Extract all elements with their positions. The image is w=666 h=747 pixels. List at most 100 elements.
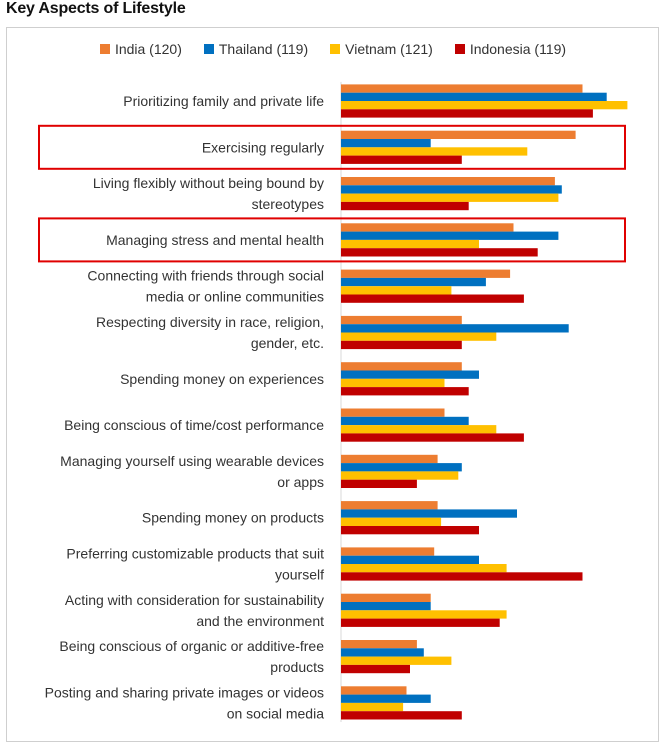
bar-vietnam-4 xyxy=(341,286,452,295)
category-label-line: stereotypes xyxy=(252,196,324,212)
bar-indonesia-13 xyxy=(341,711,462,720)
bar-vietnam-5 xyxy=(341,332,497,341)
legend-item-indonesia: Indonesia (119) xyxy=(454,41,567,57)
bar-thailand-10 xyxy=(341,555,479,564)
category-label-line: Spending money on experiences xyxy=(120,371,324,387)
category-label-line: Acting with consideration for sustainabi… xyxy=(65,592,324,608)
bar-vietnam-3 xyxy=(341,239,479,249)
legend-swatch-india xyxy=(99,44,110,54)
category-label-line: gender, etc. xyxy=(251,335,324,351)
bar-india-13 xyxy=(341,686,407,695)
bar-indonesia-10 xyxy=(341,572,583,581)
bar-thailand-5 xyxy=(341,324,569,333)
category-label-2: Living flexibly without being bound by st… xyxy=(93,175,324,212)
chart-frame xyxy=(6,27,659,742)
bar-india-10 xyxy=(341,547,435,556)
category-label-1: Exercising regularly xyxy=(202,139,324,155)
bar-india-7 xyxy=(341,408,445,417)
bar-india-0 xyxy=(341,84,583,93)
category-label-line: products xyxy=(270,659,324,675)
category-label-line: Being conscious of organic or additive-f… xyxy=(59,638,324,654)
bar-thailand-7 xyxy=(341,416,469,426)
category-label-12: Being conscious of organic or additive-f… xyxy=(59,638,324,675)
category-label-line: Being conscious of time/cost performance xyxy=(64,417,324,433)
bar-thailand-2 xyxy=(341,185,562,194)
bar-vietnam-0 xyxy=(341,101,628,110)
category-label-line: and the environment xyxy=(196,613,324,629)
bar-india-2 xyxy=(341,177,555,186)
legend-item-vietnam: Vietnam (121) xyxy=(330,41,433,57)
bar-indonesia-11 xyxy=(341,618,500,627)
bar-vietnam-13 xyxy=(341,702,404,712)
category-label-13: Posting and sharing private images or vi… xyxy=(45,684,325,721)
category-label-line: Living flexibly without being bound by xyxy=(93,175,324,191)
category-label-line: media or online communities xyxy=(146,289,324,305)
bar-thailand-13 xyxy=(341,694,431,703)
bar-india-5 xyxy=(341,315,462,325)
bar-india-8 xyxy=(341,454,438,464)
bar-india-1 xyxy=(341,130,576,139)
bar-indonesia-5 xyxy=(341,340,462,350)
category-label-line: Managing stress and mental health xyxy=(106,232,324,248)
category-label-11: Acting with consideration for sustainabi… xyxy=(65,592,324,629)
bar-india-9 xyxy=(341,501,438,510)
legend-label-india: India (120) xyxy=(114,41,182,57)
category-label-line: Prioritizing family and private life xyxy=(123,93,324,109)
legend-label-vietnam: Vietnam (121) xyxy=(345,41,433,57)
bar-indonesia-4 xyxy=(341,294,524,303)
bar-thailand-9 xyxy=(341,509,517,518)
bar-indonesia-6 xyxy=(341,387,469,396)
category-label-4: Connecting with friends through social me… xyxy=(87,268,324,305)
legend-label-indonesia: Indonesia (119) xyxy=(469,41,567,57)
legend-label-thailand: Thailand (119) xyxy=(218,41,309,57)
bar-vietnam-1 xyxy=(341,147,528,156)
category-label-line: on social media xyxy=(227,705,324,721)
category-label-7: Being conscious of time/cost performance xyxy=(64,417,324,433)
bar-indonesia-8 xyxy=(341,479,417,488)
bar-vietnam-11 xyxy=(341,610,507,619)
bar-indonesia-2 xyxy=(341,201,469,211)
highlight-box-3 xyxy=(38,217,626,263)
category-label-line: Preferring customizable products that su… xyxy=(66,546,324,562)
category-label-10: Preferring customizable products that su… xyxy=(66,546,324,583)
bar-india-11 xyxy=(341,593,431,602)
category-label-line: Posting and sharing private images or vi… xyxy=(45,684,324,700)
bar-vietnam-9 xyxy=(341,517,442,526)
category-label-line: Spending money on products xyxy=(142,510,324,526)
category-label-3: Managing stress and mental health xyxy=(106,232,324,248)
legend-swatch-indonesia xyxy=(454,44,465,54)
bar-india-4 xyxy=(341,269,511,278)
category-label-line: Connecting with friends through social xyxy=(87,268,324,284)
bar-thailand-11 xyxy=(341,602,431,611)
bar-india-12 xyxy=(341,640,417,649)
bar-thailand-12 xyxy=(341,648,424,657)
bar-indonesia-7 xyxy=(341,433,524,442)
bar-vietnam-2 xyxy=(341,193,559,202)
category-label-0: Prioritizing family and private life xyxy=(123,93,324,109)
bar-vietnam-8 xyxy=(341,471,459,480)
bar-thailand-0 xyxy=(341,92,607,101)
bar-thailand-1 xyxy=(341,139,431,148)
bar-indonesia-0 xyxy=(341,109,593,118)
bar-thailand-3 xyxy=(341,231,559,240)
bar-indonesia-3 xyxy=(341,248,538,257)
bar-vietnam-10 xyxy=(341,564,507,573)
bar-thailand-8 xyxy=(341,463,462,472)
bar-thailand-4 xyxy=(341,277,486,287)
highlight-box-1 xyxy=(38,124,626,170)
legend: India (120) Thailand (119) Vietnam (121)… xyxy=(0,41,666,57)
bar-indonesia-12 xyxy=(341,664,410,674)
legend-swatch-thailand xyxy=(203,44,214,54)
bar-vietnam-6 xyxy=(341,378,445,388)
category-label-line: yourself xyxy=(275,567,324,583)
category-label-5: Respecting diversity in race, religion, g… xyxy=(96,314,324,351)
bar-vietnam-12 xyxy=(341,656,452,665)
category-label-line: Exercising regularly xyxy=(202,139,324,155)
chart-title: Key Aspects of Lifestyle xyxy=(6,0,186,17)
bar-indonesia-9 xyxy=(341,526,479,535)
bar-india-6 xyxy=(341,362,462,371)
bar-indonesia-1 xyxy=(341,155,462,164)
legend-item-india: India (120) xyxy=(99,41,182,57)
category-label-line: or apps xyxy=(277,474,324,490)
